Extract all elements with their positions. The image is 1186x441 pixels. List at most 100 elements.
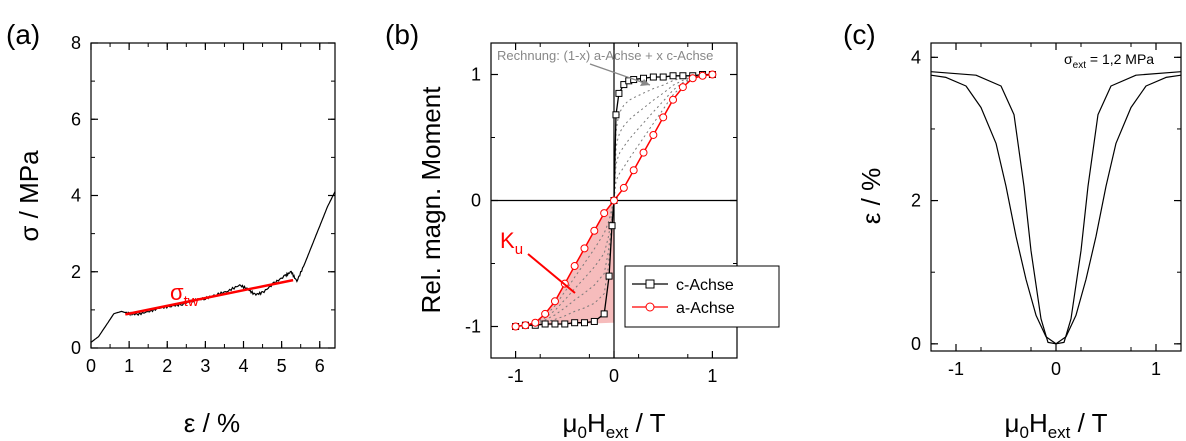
panel-c-sigma-ext: σext = 1,2 MPa <box>1064 51 1154 71</box>
panel-b-label: (b) <box>385 19 419 50</box>
panel-a-twinning-stress-line <box>125 278 294 316</box>
panel-a-label: (a) <box>6 19 40 50</box>
panel-a-stress-strain-curve <box>90 191 336 343</box>
panel-b-c-achse-marker <box>541 320 549 328</box>
panel-b-c-achse-marker <box>605 272 613 280</box>
panel-a-sigma-tw: σtw <box>170 280 199 310</box>
panel-b-a-achse-marker <box>531 318 540 327</box>
panel-b-ku-label: Ku <box>500 228 523 258</box>
panel-b-c-achse-marker <box>561 320 569 328</box>
panel-a-ylabel: σ / MPa <box>14 150 44 242</box>
panel-a-ytick-label: 4 <box>71 186 81 206</box>
panel-c-ytick-label: 0 <box>911 334 921 354</box>
panel-b-calculation-arrowhead <box>640 79 650 86</box>
panel-b-ylabel: Rel. magn. Moment <box>416 86 446 314</box>
panel-c-tick-labels: -1 0 1 0 2 4 <box>911 47 1161 379</box>
panel-b-c-achse-marker <box>580 319 588 327</box>
panel-b-xtick-label: 1 <box>707 366 717 386</box>
panel-b-a-achse-marker <box>580 244 589 253</box>
panel-a-xtick-label: 1 <box>124 356 134 376</box>
panel-a-tick-labels: 0 1 2 3 4 5 6 0 2 4 6 8 <box>71 33 325 376</box>
panel-c-label: (c) <box>843 19 876 50</box>
panel-b-ku-pointer <box>527 253 576 294</box>
panel-b-c-achse-marker <box>659 73 667 81</box>
legend-c-achse-marker <box>645 279 655 289</box>
panel-b-ytick-label: 1 <box>471 65 481 85</box>
panel-b-c-achse-marker <box>679 72 687 80</box>
panel-b-xtick-label: 0 <box>609 366 619 386</box>
panel-c-strain-loop-branch <box>930 71 1182 345</box>
panel-b-c-achse-marker <box>615 89 623 97</box>
panel-a: (a) 0 1 2 3 4 5 6 0 2 4 6 8 σtw ε / % σ / MPa <box>6 19 336 438</box>
panel-b-a-achse-marker <box>678 83 687 92</box>
panel-b-c-achse-marker <box>571 319 579 327</box>
panel-b-c-achse-marker <box>669 72 677 80</box>
panel-a-ytick-label: 6 <box>71 109 81 129</box>
legend-a-achse-label: a-Achse <box>676 300 735 317</box>
panel-b-a-achse-marker <box>669 95 678 104</box>
panel-b-ytick-label: -1 <box>465 317 481 337</box>
panel-a-series <box>90 191 336 343</box>
panel-b-a-achse-marker <box>511 322 520 331</box>
panel-c-xtick-label: 0 <box>1051 359 1061 379</box>
panel-a-ytick-label: 0 <box>71 338 81 358</box>
panel-c-ylabel: ε / % <box>856 168 886 224</box>
panel-b-a-achse-marker <box>639 148 648 157</box>
panel-b-c-achse-marker <box>551 320 559 328</box>
panel-b-a-achse-marker <box>570 262 579 271</box>
panel-b-a-achse-marker <box>550 297 559 306</box>
panel-c-ticks <box>930 43 1182 351</box>
panel-b-tick-labels: -1 0 1 -1 0 1 <box>465 65 717 387</box>
panel-b-a-achse-marker <box>610 196 618 205</box>
panel-c-xtick-label: -1 <box>948 359 964 379</box>
panel-b-a-achse-marker <box>698 71 707 80</box>
panel-b-c-achse-marker <box>590 317 598 325</box>
panel-a-xtick-label: 3 <box>200 356 210 376</box>
legend-c-achse-label: c-Achse <box>676 277 734 294</box>
panel-b-a-achse-marker <box>619 183 628 192</box>
panel-b: (b) -1 0 1 -1 0 1 Rechnung: (1-x) a-Achse + x… <box>385 19 780 441</box>
panel-b-a-achse-marker <box>600 209 609 218</box>
panel-b-ytick-label: 0 <box>471 191 481 211</box>
panel-b-xtick-label: -1 <box>508 366 524 386</box>
panel-b-c-achse-marker <box>649 73 657 81</box>
panel-b-a-achse-marker <box>659 113 668 122</box>
panel-b-legend-box <box>624 265 780 328</box>
panel-a-ticks <box>90 42 335 349</box>
panel-b-c-achse-marker <box>608 222 616 230</box>
panel-b-legend: c-Achse a-Achse <box>624 265 780 328</box>
panel-b-a-achse-marker <box>521 321 530 330</box>
panel-a-ytick-label: 2 <box>71 262 81 282</box>
panel-c-xlabel: μ0Hext / T <box>1004 408 1107 441</box>
panel-b-a-achse-marker <box>629 166 638 175</box>
panel-b-ku-fill <box>515 200 614 327</box>
panel-b-calculation-arrow <box>589 63 651 86</box>
panel-b-c-achse-marker <box>600 310 608 318</box>
panel-b-a-achse-marker <box>590 226 599 235</box>
panel-b-xlabel: μ0Hext / T <box>562 408 665 441</box>
panel-a-xtick-label: 6 <box>315 356 325 376</box>
panel-c-strain-loop-branch <box>930 71 1182 345</box>
panel-a-xtick-label: 4 <box>238 356 248 376</box>
panel-c-ytick-label: 4 <box>911 47 921 67</box>
panel-b-a-achse-marker <box>541 309 550 318</box>
panel-a-xtick-label: 0 <box>86 356 96 376</box>
panel-c: (c) -1 0 1 0 2 4 σext = 1,2 MPa μ0Hext / T ε … <box>843 19 1182 441</box>
panel-a-xtick-label: 2 <box>162 356 172 376</box>
panel-a-frame <box>90 42 336 349</box>
panel-b-a-achse-marker <box>649 130 658 139</box>
panel-c-xtick-label: 1 <box>1151 359 1161 379</box>
panel-b-calculation-note: Rechnung: (1-x) a-Achse + x c-Achse <box>497 48 713 63</box>
panel-c-series <box>930 71 1182 345</box>
panel-b-c-achse-marker <box>612 111 620 119</box>
panel-a-ytick-label: 8 <box>71 33 81 53</box>
panel-b-c-achse-marker <box>620 81 628 89</box>
panel-b-a-achse-marker <box>688 74 697 83</box>
legend-a-achse-marker <box>645 302 655 312</box>
panel-c-ytick-label: 2 <box>911 191 921 211</box>
panel-a-xtick-label: 5 <box>277 356 287 376</box>
panel-b-a-achse-marker <box>708 70 717 79</box>
panel-b-ku-area <box>515 200 614 327</box>
panel-a-xlabel: ε / % <box>184 408 240 438</box>
